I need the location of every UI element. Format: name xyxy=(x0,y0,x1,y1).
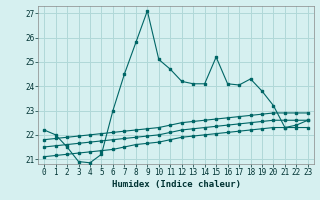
X-axis label: Humidex (Indice chaleur): Humidex (Indice chaleur) xyxy=(111,180,241,189)
